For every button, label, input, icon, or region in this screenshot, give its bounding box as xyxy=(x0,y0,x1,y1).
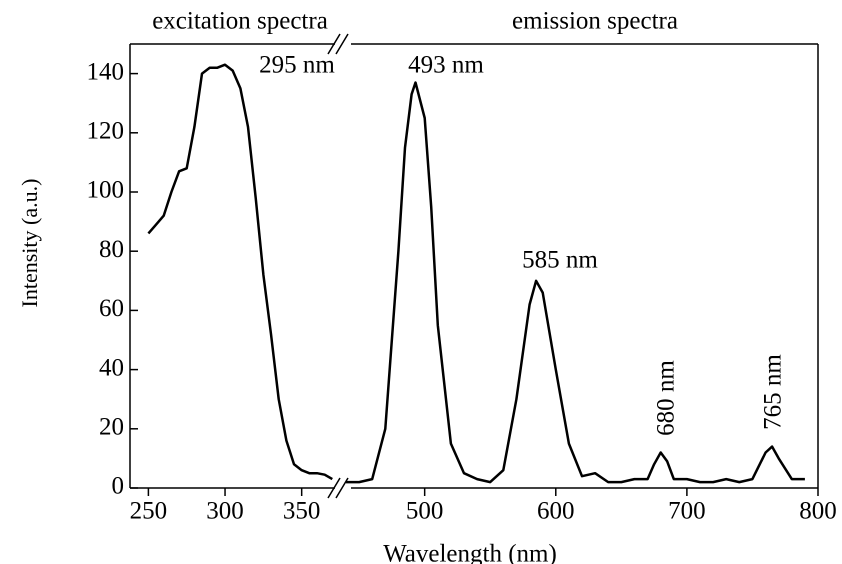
peak-annotation: 295 nm xyxy=(259,52,335,79)
peak-annotation: 585 nm xyxy=(522,247,598,274)
spectrum-line xyxy=(346,81,805,484)
x-tick-label: 700 xyxy=(668,498,706,525)
y-tick-label: 80 xyxy=(99,236,124,263)
x-tick-label: 500 xyxy=(406,498,444,525)
peak-annotation: 493 nm xyxy=(408,52,484,79)
x-tick-label: 350 xyxy=(283,498,321,525)
peak-annotation: 680 nm xyxy=(653,360,680,436)
y-tick-label: 20 xyxy=(99,414,124,441)
x-tick-label: 800 xyxy=(799,498,837,525)
spectrum-line xyxy=(147,63,333,481)
y-tick-label: 0 xyxy=(112,473,125,500)
x-tick-label: 600 xyxy=(537,498,575,525)
section-title: emission spectra xyxy=(512,8,678,35)
y-axis-label: Intensity (a.u.) xyxy=(17,179,42,308)
y-tick-label: 120 xyxy=(87,118,125,145)
y-tick-label: 60 xyxy=(99,295,124,322)
peak-annotation: 765 nm xyxy=(760,354,787,430)
y-tick-label: 100 xyxy=(87,177,125,204)
section-title: excitation spectra xyxy=(152,8,328,35)
x-tick-label: 300 xyxy=(206,498,244,525)
axes-frame xyxy=(129,33,819,499)
x-tick-label: 250 xyxy=(130,498,168,525)
x-axis-label: Wavelength (nm) xyxy=(383,541,557,564)
y-tick-label: 140 xyxy=(87,58,125,85)
y-tick-label: 40 xyxy=(99,354,124,381)
